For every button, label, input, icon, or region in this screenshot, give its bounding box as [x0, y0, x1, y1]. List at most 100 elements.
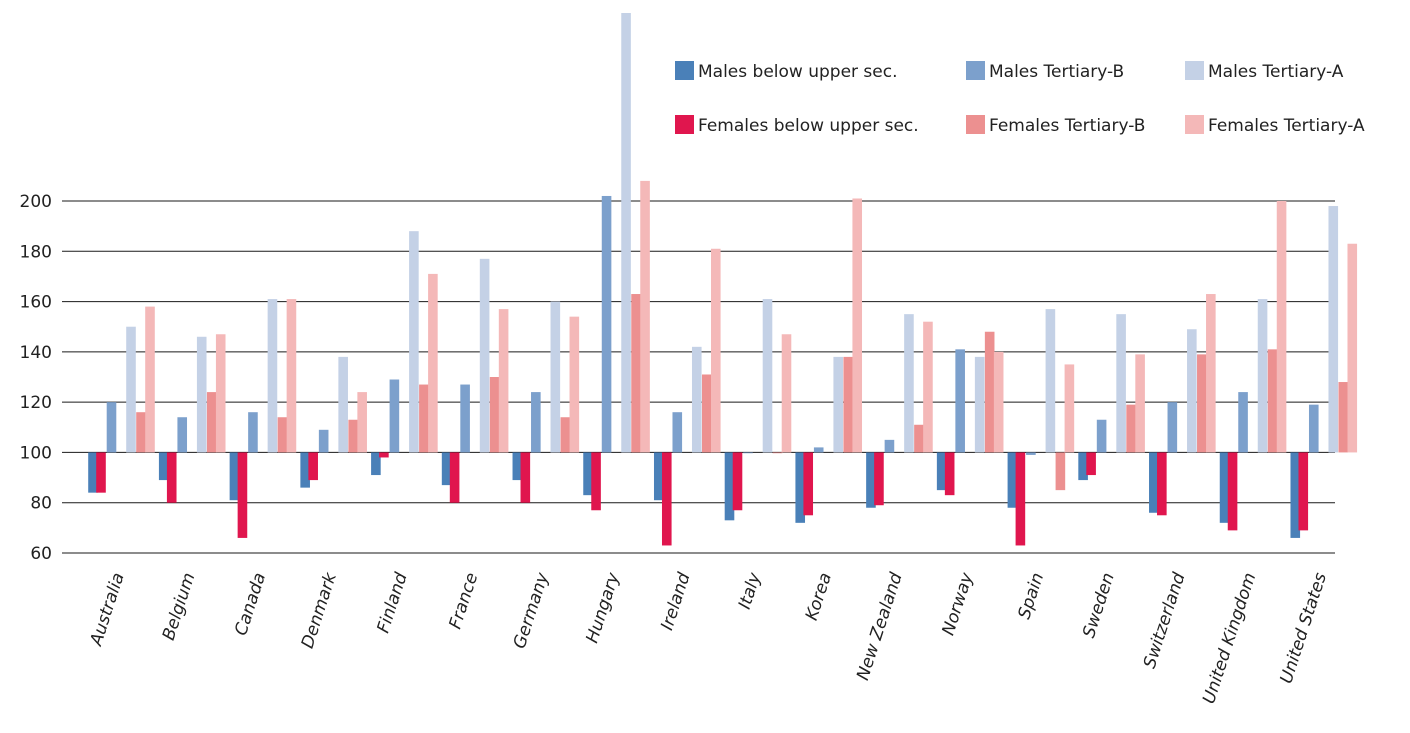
- bar-females-tertiary-a-france: [498, 309, 509, 453]
- bar-males-below-upper-sec-denmark: [300, 452, 310, 488]
- bar-males-tertiary-a-switzerland: [1187, 329, 1197, 453]
- x-tick-label: Italy: [735, 569, 766, 611]
- bar-females-below-upper-sec-australia: [96, 452, 106, 493]
- legend-item: Females below upper sec.: [675, 115, 919, 136]
- bar-males-tertiary-a-sweden: [1116, 314, 1126, 453]
- bar-females-tertiary-b-belgium: [206, 392, 217, 453]
- bar-females-tertiary-a-sweden: [1135, 354, 1145, 453]
- x-tick-label: Spain: [1014, 570, 1048, 621]
- bar-males-tertiary-a-united-kingdom: [1257, 299, 1268, 453]
- bar-males-tertiary-a-korea: [833, 356, 844, 453]
- x-tick-label: Belgium: [159, 570, 200, 642]
- bar-females-tertiary-a-new-zealand: [923, 321, 933, 453]
- x-axis: Australia Belgium Canada Denmark Finland Fran…: [86, 569, 1331, 706]
- legend-label: Females below upper sec.: [698, 116, 919, 136]
- bar-females-tertiary-a-norway: [993, 351, 1004, 453]
- legend-swatch: [675, 61, 694, 80]
- bar-females-below-upper-sec-united-kingdom: [1227, 452, 1238, 531]
- bar-males-below-upper-sec-norway: [936, 452, 947, 491]
- bar-females-tertiary-b-germany: [560, 417, 571, 453]
- bar-females-tertiary-b-norway: [984, 331, 995, 453]
- bar-females-tertiary-a-belgium: [215, 334, 226, 453]
- bar-females-below-upper-sec-united-states: [1298, 452, 1309, 531]
- bar-males-tertiary-b-korea: [813, 447, 824, 453]
- x-tick-label: Hungary: [582, 569, 624, 645]
- bar-females-tertiary-b-korea: [843, 356, 854, 453]
- bar-females-below-upper-sec-spain: [1015, 452, 1026, 546]
- bar-males-tertiary-a-hungary: [621, 13, 631, 453]
- bar-females-below-upper-sec-korea: [803, 452, 814, 516]
- x-tick-label: Finland: [373, 570, 411, 635]
- bar-males-tertiary-b-france: [460, 384, 470, 453]
- bar-males-below-upper-sec-hungary: [583, 452, 593, 496]
- bar-males-below-upper-sec-switzerland: [1149, 452, 1159, 513]
- bar-males-tertiary-b-switzerland: [1167, 402, 1178, 453]
- bar-females-tertiary-b-finland: [419, 384, 429, 453]
- x-tick-label: Australia: [86, 570, 129, 649]
- x-tick-label: Denmark: [298, 569, 342, 651]
- x-tick-label: United States: [1276, 570, 1331, 686]
- bar-males-below-upper-sec-australia: [88, 452, 98, 493]
- bar-males-tertiary-b-australia: [106, 402, 117, 453]
- bar-males-below-upper-sec-france: [441, 452, 452, 486]
- bar-females-below-upper-sec-canada: [237, 452, 248, 538]
- x-tick-label: Switzerland: [1140, 570, 1190, 671]
- x-tick-label: Sweden: [1079, 570, 1119, 640]
- bar-females-tertiary-a-hungary: [640, 180, 650, 453]
- bar-females-below-upper-sec-france: [449, 452, 460, 503]
- bar-females-below-upper-sec-finland: [379, 452, 389, 458]
- y-tick-label: 200: [20, 192, 52, 212]
- bar-females-tertiary-a-ireland: [710, 248, 721, 453]
- legend: Males below upper sec. Males Tertiary-B Ma…: [675, 61, 1365, 136]
- bar-males-tertiary-b-finland: [389, 379, 400, 453]
- bar-females-tertiary-a-korea: [852, 198, 863, 453]
- bar-females-tertiary-a-canada: [286, 299, 297, 453]
- bar-males-tertiary-a-new-zealand: [904, 314, 914, 453]
- bar-females-tertiary-b-france: [489, 377, 500, 453]
- bar-males-tertiary-a-united-states: [1328, 206, 1339, 453]
- bar-males-tertiary-b-spain: [1026, 452, 1036, 455]
- bar-males-tertiary-b-sweden: [1096, 419, 1107, 453]
- bar-females-tertiary-a-germany: [569, 316, 580, 453]
- y-tick-label: 80: [30, 494, 52, 514]
- legend-label: Females Tertiary-A: [1208, 116, 1365, 136]
- bar-females-tertiary-b-switzerland: [1197, 354, 1207, 453]
- bar-females-below-upper-sec-new-zealand: [874, 452, 884, 506]
- bar-males-below-upper-sec-ireland: [653, 452, 664, 501]
- bar-males-tertiary-b-germany: [531, 392, 541, 453]
- bar-females-tertiary-b-spain: [1055, 452, 1066, 491]
- bar-males-tertiary-b-norway: [955, 349, 965, 453]
- bar-males-below-upper-sec-canada: [229, 452, 240, 501]
- bar-females-tertiary-a-switzerland: [1206, 294, 1216, 453]
- legend-item: Males below upper sec.: [675, 61, 897, 82]
- bar-females-tertiary-a-united-kingdom: [1276, 201, 1287, 453]
- legend-label: Males below upper sec.: [698, 62, 897, 82]
- legend-item: Males Tertiary-B: [966, 61, 1124, 82]
- bar-females-tertiary-b-united-states: [1338, 382, 1349, 453]
- bar-females-below-upper-sec-sweden: [1086, 452, 1096, 476]
- bar-females-below-upper-sec-hungary: [591, 452, 601, 511]
- y-tick-label: 120: [20, 393, 52, 413]
- legend-item: Females Tertiary-A: [1185, 115, 1365, 136]
- x-tick-label: Canada: [231, 570, 270, 638]
- bar-females-tertiary-b-ireland: [701, 374, 712, 453]
- x-tick-label: Germany: [510, 569, 554, 651]
- bar-females-tertiary-a-italy: [781, 334, 792, 453]
- bar-males-below-upper-sec-italy: [724, 452, 735, 521]
- bar-females-below-upper-sec-italy: [732, 452, 743, 511]
- x-tick-label: Ireland: [657, 570, 694, 633]
- bar-males-tertiary-a-belgium: [196, 336, 207, 453]
- legend-swatch: [1185, 115, 1204, 134]
- bar-males-tertiary-b-hungary: [601, 195, 612, 453]
- bar-males-tertiary-b-new-zealand: [884, 439, 895, 453]
- bar-males-tertiary-b-united-states: [1308, 404, 1319, 453]
- bar-females-tertiary-a-denmark: [357, 392, 367, 453]
- x-tick-label: United Kingdom: [1199, 570, 1260, 706]
- y-tick-label: 100: [20, 443, 52, 463]
- legend-swatch: [966, 115, 985, 134]
- bar-males-tertiary-a-finland: [409, 231, 419, 453]
- bar-males-tertiary-a-denmark: [338, 356, 348, 453]
- bar-females-tertiary-b-canada: [277, 417, 288, 453]
- x-tick-label: Korea: [802, 570, 836, 623]
